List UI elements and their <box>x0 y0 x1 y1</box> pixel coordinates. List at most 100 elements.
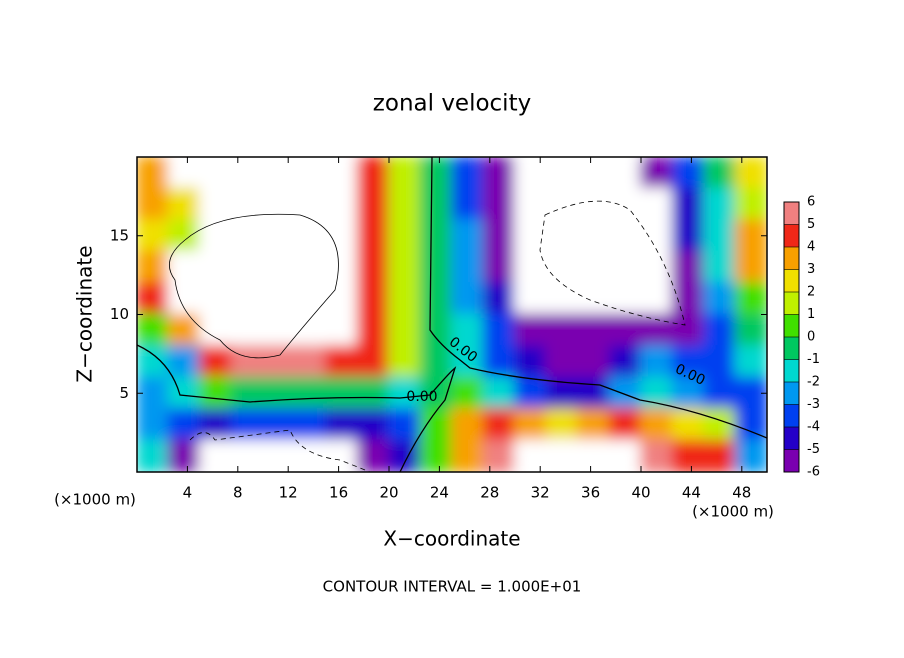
cell <box>199 219 233 253</box>
cell <box>640 313 674 347</box>
cell <box>325 282 359 316</box>
chart-title: zonal velocity <box>373 91 531 117</box>
colorbar-swatch <box>784 247 799 270</box>
cell <box>514 282 548 316</box>
x-tick-label: 36 <box>581 484 600 502</box>
cell <box>734 187 767 221</box>
cell <box>482 282 516 316</box>
cell <box>545 250 579 284</box>
cell <box>137 439 170 472</box>
x-tick-label: 48 <box>732 484 751 502</box>
cell <box>325 313 359 347</box>
cell <box>262 439 296 472</box>
colorbar-swatch <box>784 314 799 337</box>
cell <box>167 376 201 410</box>
colorbar-swatch <box>784 449 799 472</box>
cell <box>671 250 705 284</box>
cell <box>388 157 422 190</box>
cell <box>199 157 233 190</box>
cell <box>577 345 611 379</box>
cell <box>356 282 390 316</box>
cell <box>325 439 359 472</box>
cell <box>514 439 548 472</box>
cell <box>356 219 390 253</box>
cell <box>703 219 737 253</box>
cell <box>230 376 264 410</box>
cell <box>262 187 296 221</box>
cell <box>388 282 422 316</box>
cell <box>608 376 642 410</box>
cell <box>167 219 201 253</box>
cell <box>388 219 422 253</box>
cell <box>577 439 611 472</box>
cell <box>545 313 579 347</box>
cell <box>388 376 422 410</box>
cell <box>451 345 485 379</box>
cell <box>545 408 579 442</box>
cell <box>451 313 485 347</box>
cell <box>545 282 579 316</box>
cell <box>325 345 359 379</box>
x-tick-label: 16 <box>329 484 348 502</box>
cell <box>137 282 170 316</box>
cell <box>671 313 705 347</box>
y-tick-label: 5 <box>119 384 129 402</box>
x-tick-label: 32 <box>531 484 550 502</box>
cell <box>230 219 264 253</box>
cell <box>419 219 453 253</box>
cell <box>451 439 485 472</box>
cell <box>608 282 642 316</box>
cell <box>293 157 327 190</box>
cell <box>703 187 737 221</box>
cell <box>482 187 516 221</box>
cell <box>137 187 170 221</box>
cell <box>262 282 296 316</box>
cell <box>356 408 390 442</box>
cell <box>577 408 611 442</box>
cell <box>167 345 201 379</box>
cell <box>640 157 674 190</box>
cell <box>388 250 422 284</box>
x-tick-label: 20 <box>379 484 398 502</box>
cell <box>293 408 327 442</box>
colorbar-swatch <box>784 427 799 450</box>
cell <box>262 408 296 442</box>
cell <box>199 408 233 442</box>
cell <box>325 187 359 221</box>
cell <box>356 187 390 221</box>
cell <box>482 408 516 442</box>
x-tick-label: 8 <box>233 484 243 502</box>
cell <box>451 187 485 221</box>
cell <box>356 313 390 347</box>
cell <box>482 345 516 379</box>
cell <box>199 345 233 379</box>
cell <box>199 376 233 410</box>
y-tick-label: 10 <box>110 305 129 323</box>
cell <box>640 439 674 472</box>
contour-label: 0.00 <box>406 389 437 405</box>
x-unit-label: (×1000 m) <box>54 491 136 509</box>
cell <box>671 408 705 442</box>
cell <box>325 219 359 253</box>
cell <box>230 187 264 221</box>
cell <box>671 157 705 190</box>
cell <box>167 157 201 190</box>
cell <box>545 439 579 472</box>
colorbar-swatch <box>784 359 799 382</box>
cell <box>514 250 548 284</box>
cell <box>608 219 642 253</box>
cell <box>514 376 548 410</box>
colorbar-tick-label: -6 <box>807 465 820 480</box>
colorbar-swatch <box>784 224 799 247</box>
cell <box>671 345 705 379</box>
cell <box>545 345 579 379</box>
cell <box>388 187 422 221</box>
cell <box>577 187 611 221</box>
colorbar-tick-label: 2 <box>807 285 815 300</box>
cell <box>230 157 264 190</box>
cell <box>199 187 233 221</box>
colorbar-tick-label: 1 <box>807 307 815 322</box>
x-tick-label: 44 <box>682 484 701 502</box>
cell <box>293 376 327 410</box>
